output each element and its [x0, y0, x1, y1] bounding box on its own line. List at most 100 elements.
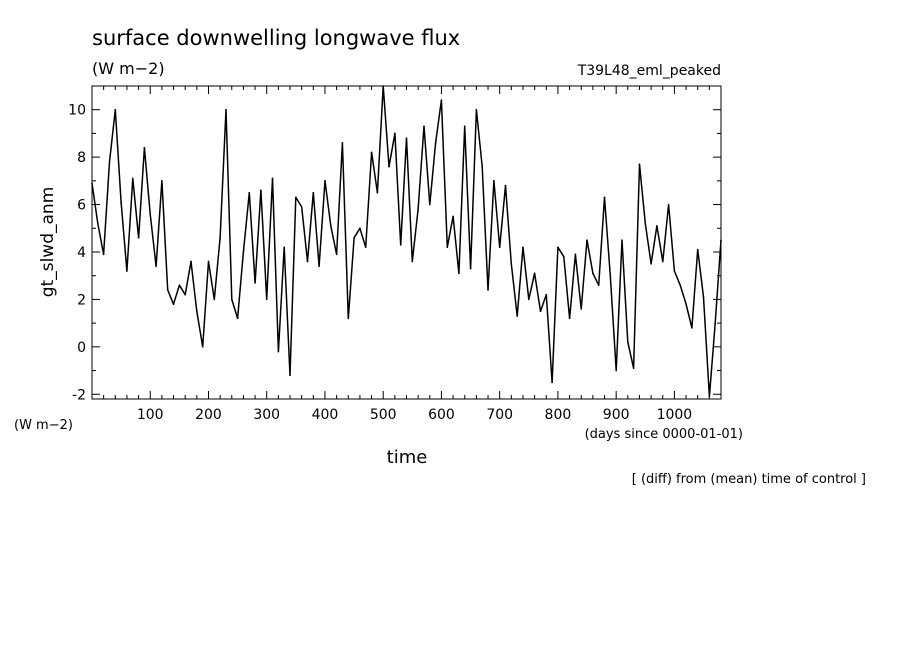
- data-point: [533, 272, 536, 275]
- x-axis-label: time: [387, 447, 428, 468]
- data-point: [207, 260, 210, 263]
- data-point: [143, 146, 146, 149]
- data-point: [487, 289, 489, 291]
- y-tick-label: 4: [77, 245, 86, 261]
- data-point: [376, 191, 379, 194]
- data-point: [452, 215, 454, 218]
- data-point: [632, 367, 635, 369]
- data-point: [661, 260, 664, 263]
- data-point: [225, 108, 227, 111]
- data-point: [248, 191, 251, 194]
- data-point: [522, 246, 524, 249]
- data-point: [446, 246, 449, 249]
- x-tick-label: 500: [370, 407, 397, 423]
- data-point: [621, 239, 623, 241]
- data-point: [277, 350, 280, 353]
- data-point: [353, 236, 355, 239]
- x-tick-label: 600: [428, 407, 455, 423]
- data-point: [656, 225, 658, 227]
- x-tick-label: 1000: [657, 407, 693, 423]
- data-point: [627, 341, 629, 343]
- data-point: [440, 99, 443, 102]
- data-point: [516, 315, 518, 317]
- y-tick-label: 6: [77, 198, 86, 214]
- data-point: [230, 298, 233, 301]
- data-point: [102, 253, 105, 256]
- data-point: [458, 272, 460, 275]
- data-point: [114, 108, 117, 111]
- data-point: [481, 165, 484, 168]
- y-axis: -2 0 2 4 6 8 10: [68, 103, 721, 403]
- data-point: [708, 395, 711, 398]
- data-point: [650, 263, 652, 265]
- data-point: [667, 203, 670, 206]
- x-tick-label: 700: [486, 407, 513, 423]
- data-point: [172, 303, 175, 305]
- data-point: [603, 196, 606, 199]
- data-point: [388, 165, 390, 168]
- data-point: [592, 272, 594, 275]
- series-line: [91, 85, 722, 398]
- data-point: [528, 298, 530, 301]
- data-point: [370, 151, 373, 154]
- data-point: [597, 284, 600, 286]
- data-point: [120, 201, 122, 203]
- run-label: T39L48_eml_peaked: [577, 63, 721, 79]
- data-point: [498, 246, 501, 249]
- data-point: [295, 196, 297, 199]
- data-points: [91, 85, 722, 398]
- data-point: [289, 374, 291, 377]
- data-point: [720, 239, 722, 241]
- data-point: [557, 246, 559, 249]
- y-tick-label: 8: [77, 150, 86, 166]
- x-tick-label: 900: [603, 407, 630, 423]
- data-point: [382, 85, 385, 87]
- data-point: [696, 248, 699, 251]
- y-tick-label: 0: [77, 340, 86, 356]
- data-point: [161, 180, 163, 182]
- data-point: [405, 137, 408, 139]
- data-point: [137, 236, 140, 239]
- x-tick-label: 800: [545, 407, 572, 423]
- data-point: [691, 327, 693, 329]
- y-tick-label: 10: [68, 103, 86, 119]
- data-point: [242, 251, 245, 253]
- data-point: [574, 253, 577, 256]
- data-point: [260, 189, 262, 192]
- data-point: [679, 284, 682, 286]
- data-point: [364, 246, 367, 249]
- data-point: [201, 346, 204, 348]
- data-point: [126, 270, 128, 272]
- data-point: [428, 203, 431, 206]
- data-point: [411, 260, 414, 263]
- data-point: [638, 163, 641, 166]
- data-point: [219, 236, 221, 239]
- x-tick-label: 300: [253, 407, 280, 423]
- data-point: [300, 206, 303, 208]
- y-tick-label: 2: [77, 292, 86, 308]
- data-point: [329, 225, 332, 227]
- data-point: [399, 244, 402, 246]
- x-tick-label: 200: [195, 407, 222, 423]
- data-point: [318, 265, 320, 268]
- data-point: [178, 284, 181, 286]
- data-point: [341, 142, 344, 144]
- data-point: [236, 317, 239, 320]
- x-axis: 100 200 300 400 500 600 700 800 900 1000: [103, 86, 710, 423]
- data-point: [417, 208, 419, 211]
- data-point: [644, 222, 647, 225]
- data-point: [155, 265, 157, 268]
- data-point: [283, 246, 285, 249]
- data-point: [673, 270, 676, 272]
- chart-note: [ (diff) from (mean) time of control ]: [632, 472, 866, 487]
- chart-units: (W m−2): [92, 59, 165, 78]
- data-point: [539, 310, 542, 313]
- data-point: [714, 322, 716, 324]
- data-point: [545, 293, 548, 296]
- data-point: [493, 180, 495, 182]
- data-point: [91, 182, 93, 185]
- data-point: [434, 142, 437, 144]
- data-point: [609, 274, 612, 277]
- data-point: [312, 191, 315, 194]
